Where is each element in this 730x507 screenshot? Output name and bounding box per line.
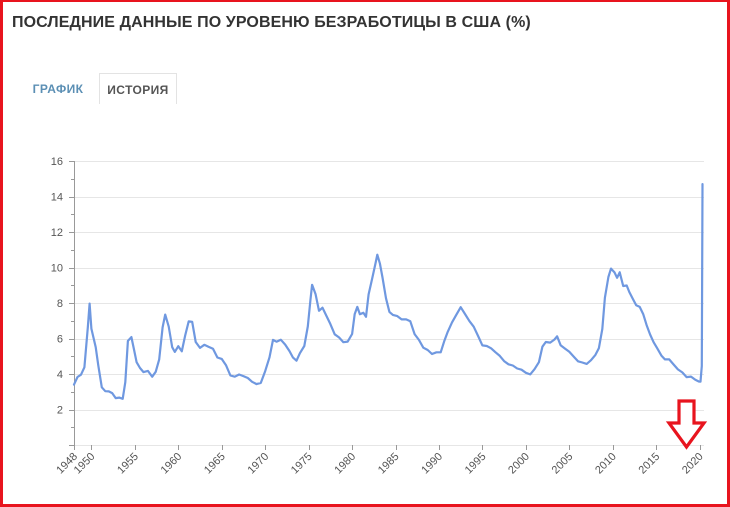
y-tick-label: 16 — [51, 156, 63, 168]
x-tick-label: 1975 — [289, 451, 315, 477]
y-tick-label: 2 — [57, 405, 63, 417]
tab-chart[interactable]: ГРАФИК — [32, 82, 84, 96]
x-tick-label: 1960 — [159, 451, 185, 477]
x-tick-label: 1985 — [376, 451, 402, 477]
y-tick-label: 12 — [51, 227, 63, 239]
tab-history[interactable]: ИСТОРИЯ — [99, 73, 177, 104]
x-tick-label: 2020 — [680, 451, 706, 477]
x-tick-label: 1955 — [115, 451, 141, 477]
x-tick-label: 2000 — [506, 451, 532, 477]
x-tick-label: 1950 — [72, 451, 98, 477]
series-layer — [72, 183, 704, 400]
x-tick-label: 2015 — [637, 451, 663, 477]
x-tick-label: 2005 — [550, 451, 576, 477]
x-tick-label: 1990 — [419, 451, 445, 477]
x-tick-label: 1980 — [332, 451, 358, 477]
page-title: ПОСЛЕДНИЕ ДАННЫЕ ПО УРОВЕНЮ БЕЗРАБОТИЦЫ … — [12, 14, 531, 31]
y-tick-label: 8 — [57, 298, 63, 310]
down-arrow-icon — [665, 399, 708, 450]
y-tick-label: 10 — [51, 263, 63, 275]
x-tick-label: 1970 — [245, 451, 271, 477]
x-tick-label: 1995 — [463, 451, 489, 477]
x-tick-label: 1965 — [202, 451, 228, 477]
y-axis-ticks: 2 4 6 8 10 12 14 16 — [51, 156, 74, 446]
y-tick-label: 4 — [57, 369, 63, 381]
grid-lines — [74, 161, 704, 411]
y-tick-label: 14 — [51, 192, 63, 204]
x-tick-label: 2010 — [593, 451, 619, 477]
annotation-layer — [665, 399, 708, 450]
y-tick-label: 6 — [57, 334, 63, 346]
series-line-0 — [72, 183, 704, 400]
